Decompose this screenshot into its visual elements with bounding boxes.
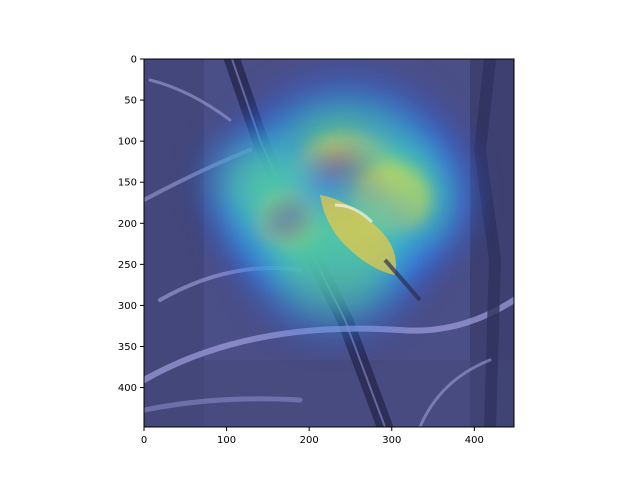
y-tick-label-250: 250 xyxy=(118,260,137,271)
heatmap-overlay xyxy=(197,72,475,342)
bird xyxy=(320,195,422,302)
y-tick-label-350: 350 xyxy=(118,342,137,353)
y-axis: 0 50 100 150 200 250 300 350 400 xyxy=(118,55,144,394)
y-tick-label-100: 100 xyxy=(118,137,137,148)
heat-hotspot-4-layer-2 xyxy=(220,146,299,218)
y-tick-label-200: 200 xyxy=(118,219,137,230)
x-axis: 0 100 200 300 400 xyxy=(141,427,484,446)
x-tick-label-300: 300 xyxy=(382,435,401,446)
plot-area xyxy=(144,59,514,427)
axes-frame xyxy=(143,58,515,428)
y-tick-label-150: 150 xyxy=(118,178,137,189)
x-tick-label-0: 0 xyxy=(141,435,147,446)
y-tick-label-400: 400 xyxy=(118,383,137,394)
y-tick-label-0: 0 xyxy=(131,55,137,66)
y-tick-label-50: 50 xyxy=(124,96,137,107)
y-tick-label-300: 300 xyxy=(118,301,137,312)
x-tick-label-400: 400 xyxy=(465,435,484,446)
x-tick-label-200: 200 xyxy=(300,435,319,446)
x-tick-label-100: 100 xyxy=(217,435,236,446)
